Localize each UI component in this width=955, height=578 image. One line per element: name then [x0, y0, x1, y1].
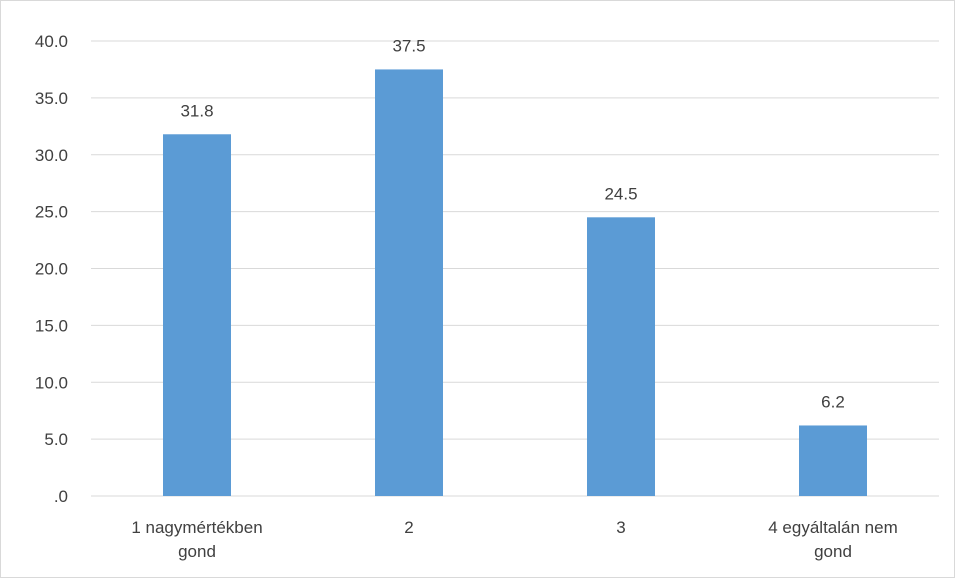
y-tick-label: 35.0 [35, 89, 68, 108]
data-label: 31.8 [180, 101, 213, 120]
x-tick-label: gond [178, 542, 216, 561]
data-label: 24.5 [604, 184, 637, 203]
y-tick-label: 5.0 [44, 430, 68, 449]
y-tick-label: 10.0 [35, 373, 68, 392]
bar [799, 425, 867, 496]
bar [163, 134, 231, 496]
y-tick-label: 40.0 [35, 32, 68, 51]
y-tick-label: .0 [54, 487, 68, 506]
x-tick-label: gond [814, 542, 852, 561]
x-tick-label: 2 [404, 518, 413, 537]
x-tick-label: 4 egyáltalán nem [768, 518, 897, 537]
data-label: 6.2 [821, 392, 845, 411]
data-label: 37.5 [392, 36, 425, 55]
y-tick-label: 20.0 [35, 260, 68, 279]
x-tick-label: 3 [616, 518, 625, 537]
x-tick-label: 1 nagymértékben [131, 518, 262, 537]
bar [375, 69, 443, 496]
bar [587, 217, 655, 496]
y-tick-label: 25.0 [35, 203, 68, 222]
y-tick-label: 15.0 [35, 316, 68, 335]
y-tick-label: 30.0 [35, 146, 68, 165]
